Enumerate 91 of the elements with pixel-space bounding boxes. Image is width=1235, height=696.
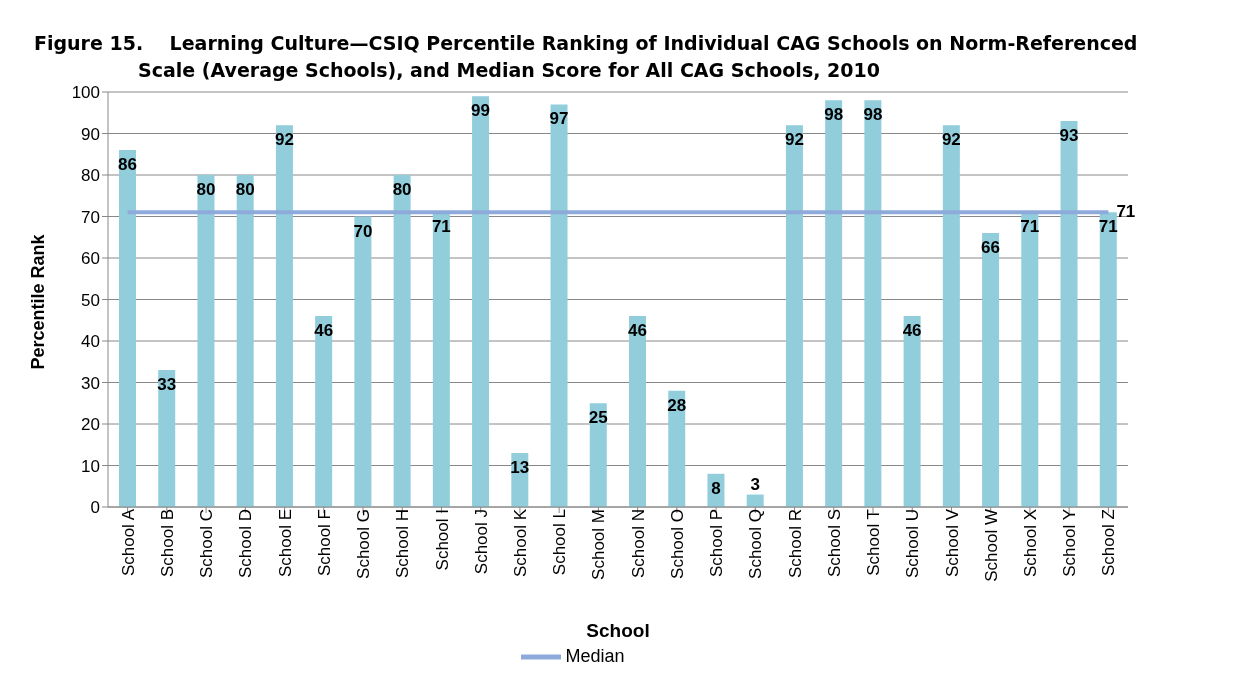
x-tick-label: School T (864, 509, 884, 576)
x-tick-label: School K (510, 508, 530, 578)
data-label: 98 (824, 105, 844, 125)
x-tick-label: School P (707, 509, 727, 578)
x-axis-title: School (586, 620, 650, 641)
data-label: 93 (1059, 126, 1079, 146)
data-label: 97 (549, 109, 569, 129)
chart-title: Figure 15. Learning Culture—CSIQ Percentile Ranking of Individual CAG Schools on Norm-Referenced Scale (Average Schools), and Median Score for All CAG Schools, 2010 (33, 31, 1139, 83)
bar (315, 316, 333, 507)
data-label: 80 (235, 180, 255, 199)
x-tick-label: School E (275, 509, 295, 578)
bar (354, 216, 372, 507)
data-label: 46 (902, 321, 922, 341)
bar (668, 390, 686, 507)
x-tick-label: School C (197, 509, 217, 578)
x-tick-label: School U (903, 509, 923, 578)
data-label: 46 (628, 321, 647, 341)
bar (785, 125, 803, 507)
data-label: 28 (667, 395, 687, 415)
x-tick-label: School M (589, 509, 609, 580)
data-label: 13 (510, 458, 530, 478)
y-tick-label: 90 (81, 124, 100, 144)
y-tick-label: 10 (81, 456, 100, 476)
data-label: 46 (314, 321, 334, 341)
bar (197, 175, 215, 507)
y-tick-label: 80 (81, 166, 100, 186)
bar (825, 100, 843, 507)
x-tick-label: School W (981, 509, 1001, 582)
bar (158, 370, 176, 507)
x-tick-label: School F (314, 509, 334, 577)
bar (1060, 121, 1078, 507)
data-label: 98 (863, 105, 883, 125)
x-tick-label: School H (393, 509, 413, 578)
bar (472, 96, 490, 507)
data-label: 71 (1020, 217, 1040, 237)
x-tick-label: School V (942, 508, 962, 578)
bar (432, 212, 450, 507)
x-tick-label: School N (628, 509, 648, 578)
x-tick-label: School A (118, 508, 138, 577)
data-label: 92 (274, 130, 294, 150)
bar (982, 233, 1000, 507)
data-label: 80 (196, 180, 216, 199)
y-tick-label: 70 (81, 207, 100, 227)
y-axis-title: Percentile Rank (28, 233, 49, 370)
x-tick-label: School D (236, 509, 256, 578)
data-label: 92 (784, 130, 804, 150)
x-tick-label: School R (785, 509, 805, 578)
data-label: 8 (711, 478, 721, 498)
y-tick-label: 30 (81, 373, 100, 393)
x-tick-label: School G (354, 509, 374, 579)
data-label: 33 (157, 375, 177, 395)
x-tick-label: School Z (1099, 509, 1119, 577)
x-tick-label: School X (1020, 509, 1040, 578)
legend-label: Median (565, 645, 625, 666)
bar (550, 104, 568, 507)
x-tick-label: School Q (746, 509, 766, 579)
data-label: 70 (353, 221, 373, 241)
data-label: 80 (392, 180, 412, 199)
data-label: 3 (750, 474, 760, 494)
data-label: 71 (431, 217, 451, 237)
y-tick-label: 40 (81, 332, 100, 352)
data-label: 86 (118, 155, 137, 175)
y-tick-label: 50 (81, 290, 100, 310)
y-tick-label: 100 (71, 83, 100, 103)
data-label: 25 (588, 408, 608, 428)
x-tick-label: School B (157, 509, 177, 578)
bar (236, 175, 254, 507)
bar (119, 150, 136, 507)
bar (275, 125, 293, 507)
bar (393, 175, 411, 507)
data-label: 99 (471, 101, 491, 121)
bar (864, 100, 882, 507)
y-tick-label: 20 (81, 415, 100, 435)
bar (1021, 212, 1039, 507)
y-tick-label: 0 (90, 498, 100, 518)
x-tick-label: School S (824, 509, 844, 578)
bar (942, 125, 960, 507)
x-tick-label: School Y (1060, 509, 1080, 577)
x-tick-label: School L (550, 509, 570, 576)
x-tick-label: School I (432, 509, 452, 571)
data-label: 66 (981, 238, 1001, 258)
bar (629, 316, 646, 507)
bar (903, 316, 921, 507)
bar (589, 403, 607, 507)
data-label: 71 (1116, 202, 1136, 222)
y-tick-label: 60 (81, 249, 100, 269)
x-tick-label: School O (667, 509, 687, 579)
x-tick-label: School J (471, 509, 491, 575)
data-label: 92 (941, 130, 961, 150)
data-label: 71 (1098, 217, 1118, 237)
bar (1099, 212, 1117, 507)
